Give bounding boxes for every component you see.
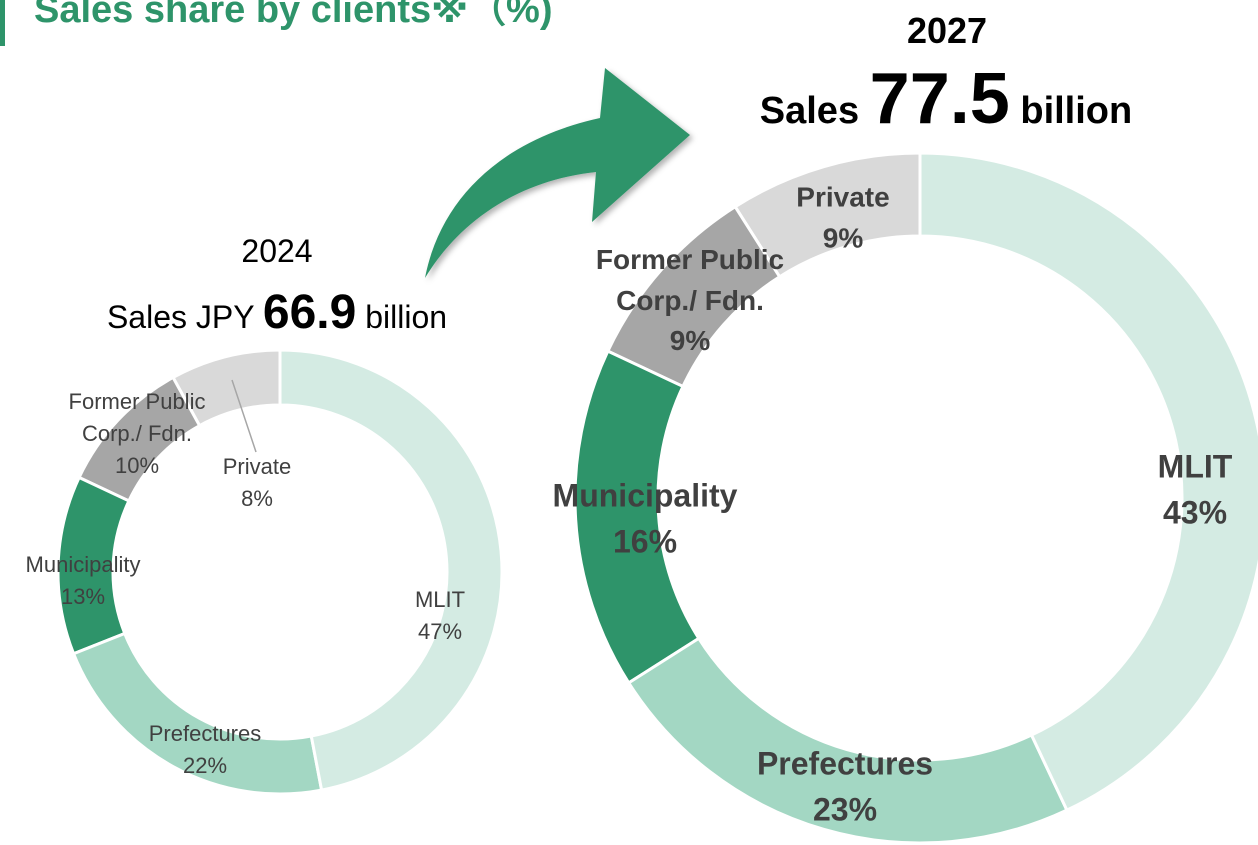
sales-line: Sales 77.5 billion bbox=[760, 58, 1132, 140]
value-label: 23% bbox=[812, 792, 878, 828]
category-label: Municipality bbox=[25, 552, 141, 578]
segment-label: Prefectures 22% bbox=[149, 718, 262, 782]
leader-line bbox=[231, 379, 257, 453]
chart-title: 2024 bbox=[241, 233, 313, 269]
donut-segment bbox=[71, 631, 324, 796]
sales-prefix: Sales bbox=[759, 90, 860, 132]
sales-line: Sales JPY 66.9 billion bbox=[107, 285, 447, 340]
category-label: Prefectures bbox=[148, 721, 262, 747]
value-label: 9% bbox=[822, 222, 864, 253]
value-label: 10% bbox=[114, 452, 160, 478]
segment-label: MLIT 43% bbox=[1158, 444, 1233, 537]
sales-unit: billion bbox=[1020, 90, 1133, 132]
category-label: Private bbox=[796, 181, 890, 213]
sales-value: 77.5 bbox=[869, 59, 1010, 139]
page-title: Sales share by clients※（%) bbox=[34, 0, 553, 31]
donut-segment bbox=[56, 475, 131, 656]
segment-label: Prefectures 23% bbox=[757, 741, 933, 834]
value-label: 8% bbox=[241, 486, 273, 511]
segment-label: Private 9% bbox=[796, 177, 889, 258]
donut-segment bbox=[77, 375, 202, 503]
sales-unit: billion bbox=[365, 299, 448, 335]
category-label: Private bbox=[222, 454, 292, 480]
category-label: Former Public Corp./ Fdn. bbox=[595, 244, 785, 316]
segment-label: Municipality 16% bbox=[553, 473, 738, 566]
value-label: 16% bbox=[612, 524, 678, 560]
segment-label: Private 8% bbox=[223, 451, 291, 515]
value-label: 13% bbox=[60, 584, 106, 609]
title-bar bbox=[0, 0, 5, 46]
value-label: 43% bbox=[1162, 495, 1228, 531]
category-label: Prefectures bbox=[756, 745, 934, 782]
segment-label: Municipality 13% bbox=[26, 549, 141, 613]
category-label: MLIT bbox=[1157, 448, 1233, 485]
value-label: 47% bbox=[417, 619, 463, 644]
donut-segment bbox=[626, 636, 1069, 845]
arrow bbox=[425, 68, 690, 278]
donut-segment bbox=[573, 349, 701, 685]
value-label: 22% bbox=[182, 753, 228, 778]
value-label: 9% bbox=[669, 325, 711, 357]
category-label: Municipality bbox=[552, 477, 738, 514]
segment-label: Former Public Corp./ Fdn. 10% bbox=[47, 386, 227, 482]
category-label: MLIT bbox=[414, 587, 466, 613]
donut-segment bbox=[605, 204, 782, 389]
chart-title: 2027 bbox=[906, 10, 988, 51]
sales-value: 66.9 bbox=[262, 286, 357, 339]
donut-segment bbox=[918, 151, 1258, 813]
sales-prefix: Sales JPY bbox=[106, 299, 255, 335]
segment-label: Former Public Corp./ Fdn. 9% bbox=[570, 240, 810, 362]
segment-label: MLIT 47% bbox=[415, 584, 465, 648]
donut-segment bbox=[278, 348, 504, 792]
category-label: Former Public Corp./ Fdn. bbox=[68, 389, 206, 447]
